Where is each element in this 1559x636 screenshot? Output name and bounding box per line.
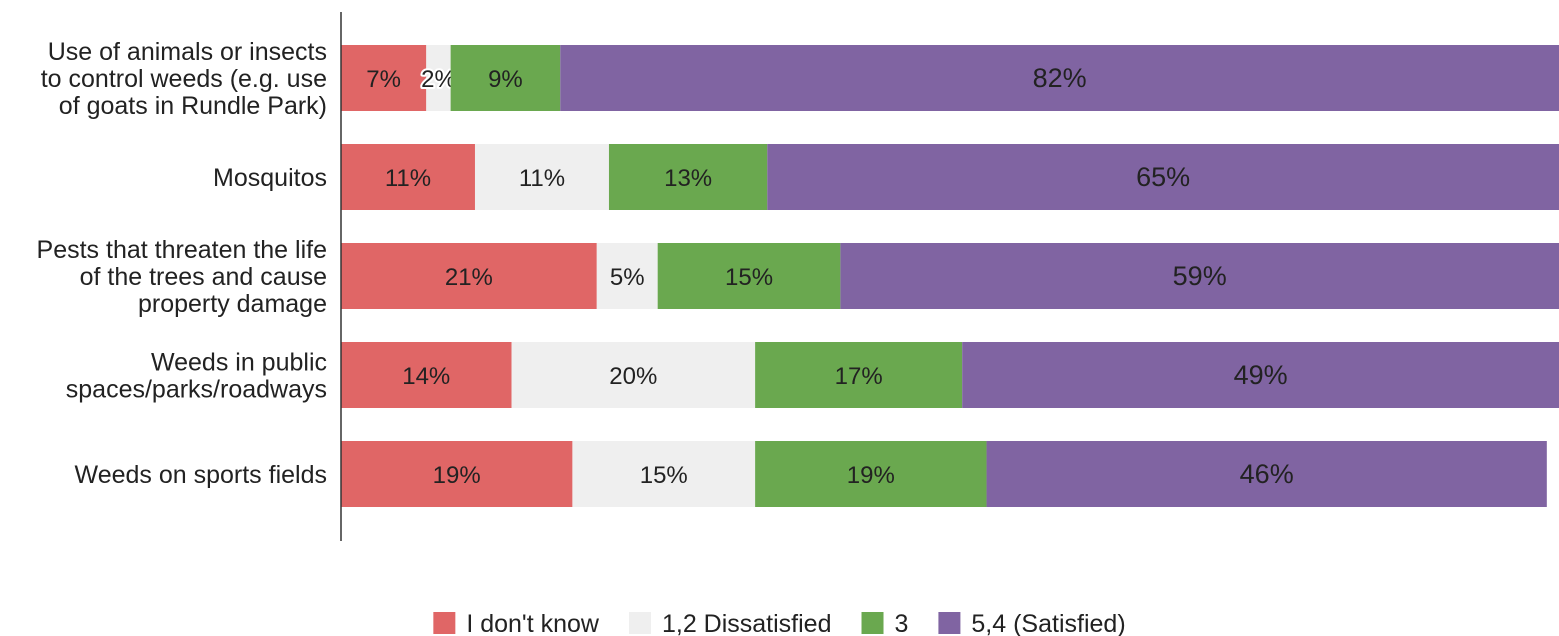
category-label: Weeds on sports fields [75, 461, 327, 489]
legend-label: 3 [895, 610, 909, 636]
data-label: 2% [421, 66, 456, 93]
bar-segment [341, 441, 573, 507]
data-label: 11% [385, 165, 431, 192]
legend-swatch [628, 612, 651, 634]
data-label: 15% [640, 462, 688, 489]
data-label: 46% [1240, 459, 1294, 489]
legend-swatch [861, 612, 884, 634]
legend-swatch [433, 612, 456, 634]
bar-segment [755, 441, 987, 507]
category-label: Mosquitos [213, 164, 327, 192]
category-label: Weeds in public spaces/parks/roadways [66, 349, 327, 404]
bar-segment [341, 144, 475, 210]
legend-label: 1,2 Dissatisfied [662, 610, 832, 636]
data-label: 5% [610, 264, 645, 291]
data-label: 9% [488, 66, 523, 93]
category-label: Pests that threaten the life of the trees… [37, 236, 327, 318]
data-label: 59% [1173, 261, 1227, 291]
bar-segment [986, 441, 1547, 507]
data-label: 13% [664, 165, 712, 192]
data-label: 20% [609, 363, 657, 390]
data-label: 21% [445, 264, 493, 291]
bar-segment [767, 144, 1559, 210]
bar-segment [657, 243, 841, 309]
data-label: 49% [1234, 360, 1288, 390]
bar-segment [474, 144, 609, 210]
data-label: 14% [402, 363, 450, 390]
bar-segment [341, 243, 597, 309]
bar-segment [450, 45, 561, 111]
category-label: Use of animals or insects to control weed… [41, 38, 327, 120]
data-label: 17% [835, 363, 883, 390]
data-label: 19% [847, 462, 895, 489]
bars-layer: 7% 2% 9% 82% 11% 11% 13% 65% 21% 5% 15% 59% 14% 20% 17… [341, 45, 1559, 507]
data-label: 11% [519, 165, 565, 192]
category-labels: Use of animals or insects to control weed… [37, 38, 327, 489]
bar-segment [962, 342, 1559, 408]
bar-segment [511, 342, 756, 408]
bar-segment [341, 45, 427, 111]
bar-segment [560, 45, 1559, 111]
bar-segment [840, 243, 1559, 309]
legend-swatch [938, 612, 961, 634]
legend-label: I don't know [466, 610, 600, 636]
data-label: 65% [1136, 162, 1190, 192]
data-label: 15% [725, 264, 773, 291]
bar-segment [755, 342, 963, 408]
bar-segment [341, 342, 512, 408]
bar-segment [426, 45, 451, 111]
data-label: 19% [433, 462, 481, 489]
data-label: 7% [366, 66, 401, 93]
bar-segment [572, 441, 756, 507]
legend-label: 5,4 (Satisfied) [971, 610, 1125, 636]
bar-segment [596, 243, 658, 309]
data-label: 82% [1033, 63, 1087, 93]
legend: I don't know 1,2 Dissatisfied 3 5,4 (Satisf… [433, 610, 1126, 636]
bar-segment [608, 144, 768, 210]
